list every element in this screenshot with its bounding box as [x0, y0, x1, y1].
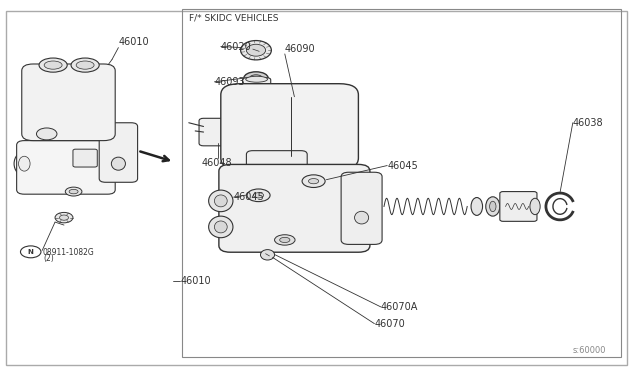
Ellipse shape [241, 41, 271, 60]
Ellipse shape [308, 179, 319, 184]
FancyBboxPatch shape [73, 149, 97, 167]
Ellipse shape [260, 250, 275, 260]
FancyBboxPatch shape [22, 64, 115, 141]
Ellipse shape [280, 237, 290, 243]
Text: 46090: 46090 [285, 44, 316, 54]
Text: 46070A: 46070A [381, 302, 418, 312]
Ellipse shape [76, 61, 94, 69]
FancyBboxPatch shape [500, 192, 537, 221]
Ellipse shape [71, 58, 99, 72]
Ellipse shape [253, 193, 264, 198]
Text: N: N [28, 249, 34, 255]
Text: 46020: 46020 [221, 42, 252, 51]
Ellipse shape [244, 72, 268, 84]
Text: 46070: 46070 [374, 319, 405, 328]
Ellipse shape [246, 44, 266, 56]
Ellipse shape [490, 201, 496, 212]
Ellipse shape [44, 61, 62, 69]
Ellipse shape [355, 211, 369, 224]
Text: 46010: 46010 [180, 276, 211, 286]
Ellipse shape [275, 235, 295, 245]
Text: 08911-1082G: 08911-1082G [43, 248, 95, 257]
Ellipse shape [471, 198, 483, 215]
FancyBboxPatch shape [199, 118, 237, 146]
Ellipse shape [214, 221, 227, 233]
Ellipse shape [111, 157, 125, 170]
Bar [182, 9, 621, 357]
Ellipse shape [209, 190, 233, 212]
Ellipse shape [209, 216, 233, 238]
Ellipse shape [302, 175, 325, 187]
Text: s:60000: s:60000 [573, 346, 606, 355]
Ellipse shape [69, 189, 78, 194]
Circle shape [36, 128, 57, 140]
Text: (2): (2) [43, 254, 54, 263]
Text: 46045: 46045 [234, 192, 264, 202]
FancyBboxPatch shape [243, 78, 271, 106]
Ellipse shape [214, 195, 227, 207]
Text: F/* SKIDC VEHICLES: F/* SKIDC VEHICLES [189, 13, 278, 22]
Text: 46010: 46010 [118, 36, 149, 46]
Ellipse shape [246, 76, 268, 82]
Ellipse shape [250, 75, 262, 81]
Ellipse shape [530, 198, 540, 215]
FancyBboxPatch shape [17, 141, 115, 194]
Ellipse shape [19, 156, 30, 171]
Ellipse shape [486, 197, 500, 216]
FancyBboxPatch shape [246, 151, 307, 182]
FancyBboxPatch shape [221, 84, 358, 169]
Ellipse shape [14, 152, 35, 176]
Text: 46093: 46093 [214, 77, 245, 87]
FancyBboxPatch shape [219, 164, 370, 252]
Ellipse shape [65, 187, 82, 196]
Text: 46048: 46048 [202, 158, 232, 168]
FancyBboxPatch shape [99, 123, 138, 182]
Ellipse shape [39, 58, 67, 72]
Ellipse shape [247, 189, 270, 202]
Ellipse shape [60, 215, 68, 220]
Text: 46045: 46045 [387, 161, 418, 170]
Text: 46038: 46038 [573, 118, 604, 128]
FancyBboxPatch shape [341, 172, 382, 244]
Ellipse shape [55, 212, 73, 223]
